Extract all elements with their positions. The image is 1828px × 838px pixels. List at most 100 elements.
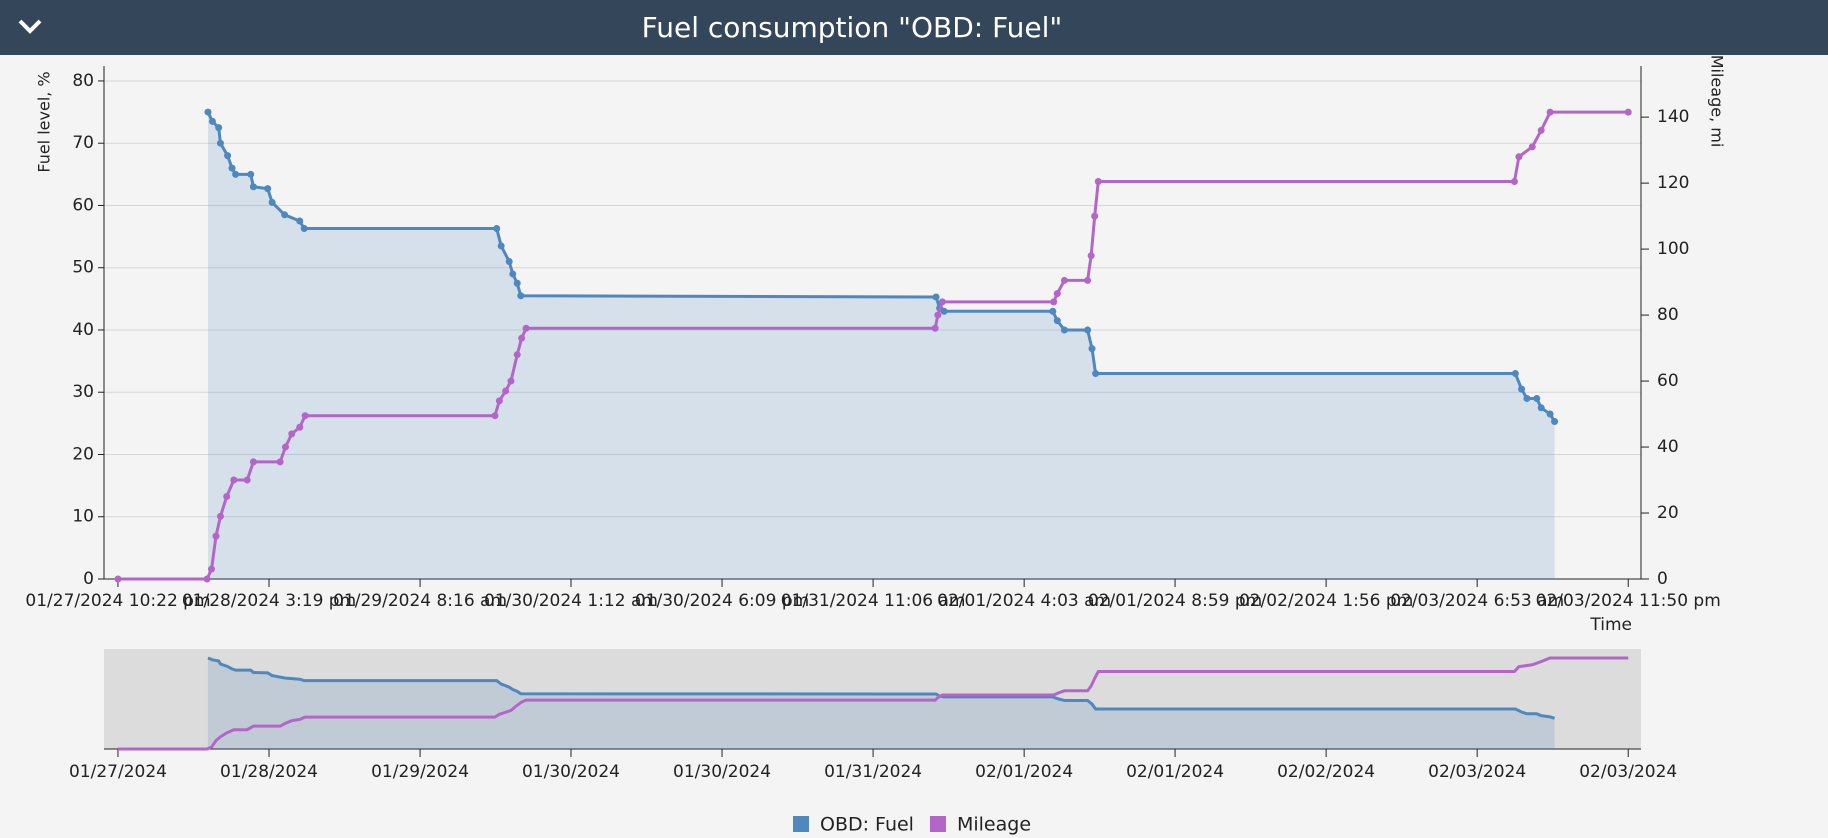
x-tick-label: 01/31/2024 11:06 am: [781, 591, 966, 611]
data-point: [1091, 212, 1099, 220]
x-tick-label: 01/28/2024 3:19 pm: [182, 591, 356, 611]
data-point: [282, 443, 290, 451]
y2-tick-label: 80: [1657, 305, 1679, 325]
y2-tick-label: 100: [1657, 239, 1689, 259]
chart-title: Fuel consumption "OBD: Fuel": [642, 11, 1063, 44]
header-bar: [0, 0, 1828, 55]
data-point: [296, 423, 304, 431]
data-point: [1050, 298, 1058, 306]
data-point: [216, 512, 224, 520]
data-point: [517, 292, 525, 300]
navigator-x-tick-label: 01/31/2024: [824, 762, 922, 782]
data-point: [249, 183, 257, 191]
data-point: [208, 117, 216, 125]
data-point: [301, 412, 309, 420]
data-point: [1537, 404, 1545, 412]
data-point: [940, 307, 948, 315]
data-point: [502, 387, 510, 395]
data-point: [518, 334, 526, 342]
data-point: [223, 493, 231, 501]
y2-axis-label: Mileage, mi: [1708, 55, 1727, 148]
x-tick-label: 01/29/2024 8:16 am: [333, 591, 507, 611]
data-point: [215, 124, 223, 132]
x-tick-label: 02/03/2024 11:50 pm: [1536, 591, 1721, 611]
data-point: [513, 351, 521, 359]
data-point: [1053, 317, 1061, 325]
data-point: [249, 458, 257, 466]
data-point: [931, 324, 939, 332]
data-point: [1518, 385, 1526, 393]
legend-swatch: [793, 816, 809, 832]
data-point: [1049, 307, 1057, 315]
legend-label: OBD: Fuel: [820, 814, 914, 836]
data-point: [1094, 177, 1102, 185]
data-point: [522, 324, 530, 332]
data-point: [1624, 108, 1632, 116]
nav-line: [117, 656, 1629, 751]
data-point: [300, 224, 308, 232]
data-point: [938, 298, 946, 306]
data-point: [1053, 290, 1061, 298]
x-tick-label: 01/30/2024 1:12 am: [484, 591, 658, 611]
data-point: [1537, 126, 1545, 134]
navigator-x-tick-label: 01/28/2024: [220, 762, 318, 782]
data-point: [247, 170, 255, 178]
data-point: [497, 242, 505, 250]
y2-tick-label: 0: [1657, 569, 1668, 589]
data-point: [491, 412, 499, 420]
data-point: [228, 164, 236, 172]
x-tick-label: 02/03/2024 6:53 am: [1390, 591, 1564, 611]
data-point: [230, 476, 238, 484]
data-point: [224, 152, 232, 160]
legend-label: Mileage: [957, 814, 1031, 836]
data-point: [1511, 370, 1519, 378]
nav-area: [207, 657, 1555, 749]
data-point: [1087, 252, 1095, 260]
y2-tick-label: 40: [1657, 437, 1679, 457]
y2-tick-label: 20: [1657, 503, 1679, 523]
navigator-x-tick-label: 01/30/2024: [522, 762, 620, 782]
y-tick-label: 30: [72, 382, 94, 402]
navigator-x-tick-label: 02/03/2024: [1428, 762, 1526, 782]
data-point: [276, 458, 284, 466]
data-point: [281, 211, 289, 219]
data-point: [1546, 410, 1554, 418]
data-point: [212, 532, 220, 540]
y2-tick-label: 120: [1657, 173, 1689, 193]
navigator-x-tick-label: 01/29/2024: [371, 762, 469, 782]
data-point: [268, 198, 276, 206]
data-point: [1092, 370, 1100, 378]
data-point: [932, 293, 940, 301]
data-point: [1546, 108, 1554, 116]
collapse-icon[interactable]: [18, 19, 42, 34]
nav-line: [207, 656, 1556, 720]
data-point: [1060, 276, 1068, 284]
data-point: [1084, 276, 1092, 284]
navigator-x-tick-label: 02/01/2024: [975, 762, 1073, 782]
navigator-x-tick-label: 01/30/2024: [673, 762, 771, 782]
data-point: [243, 476, 251, 484]
x-tick-label: 01/30/2024 6:09 pm: [635, 591, 809, 611]
data-point: [232, 170, 240, 178]
data-point: [1533, 394, 1541, 402]
y-tick-label: 0: [83, 569, 94, 589]
data-point: [114, 575, 122, 583]
data-point: [1060, 326, 1068, 334]
x-axis-label: Time: [1589, 615, 1632, 635]
x-tick-label: 02/01/2024 8:59 pm: [1088, 591, 1262, 611]
main-area: [207, 112, 1555, 580]
y-tick-label: 20: [72, 444, 94, 464]
data-point: [505, 257, 513, 265]
data-point: [493, 224, 501, 232]
navigator-x-tick-label: 02/01/2024: [1126, 762, 1224, 782]
y-tick-label: 10: [72, 507, 94, 527]
x-tick-label: 02/01/2024 4:03 am: [937, 591, 1111, 611]
y-tick-label: 60: [72, 195, 94, 215]
data-point: [934, 311, 942, 319]
y-tick-label: 70: [72, 133, 94, 153]
x-tick-label: 01/27/2024 10:22 pm: [25, 591, 210, 611]
y-tick-label: 50: [72, 258, 94, 278]
data-point: [296, 217, 304, 225]
data-point: [513, 279, 521, 287]
